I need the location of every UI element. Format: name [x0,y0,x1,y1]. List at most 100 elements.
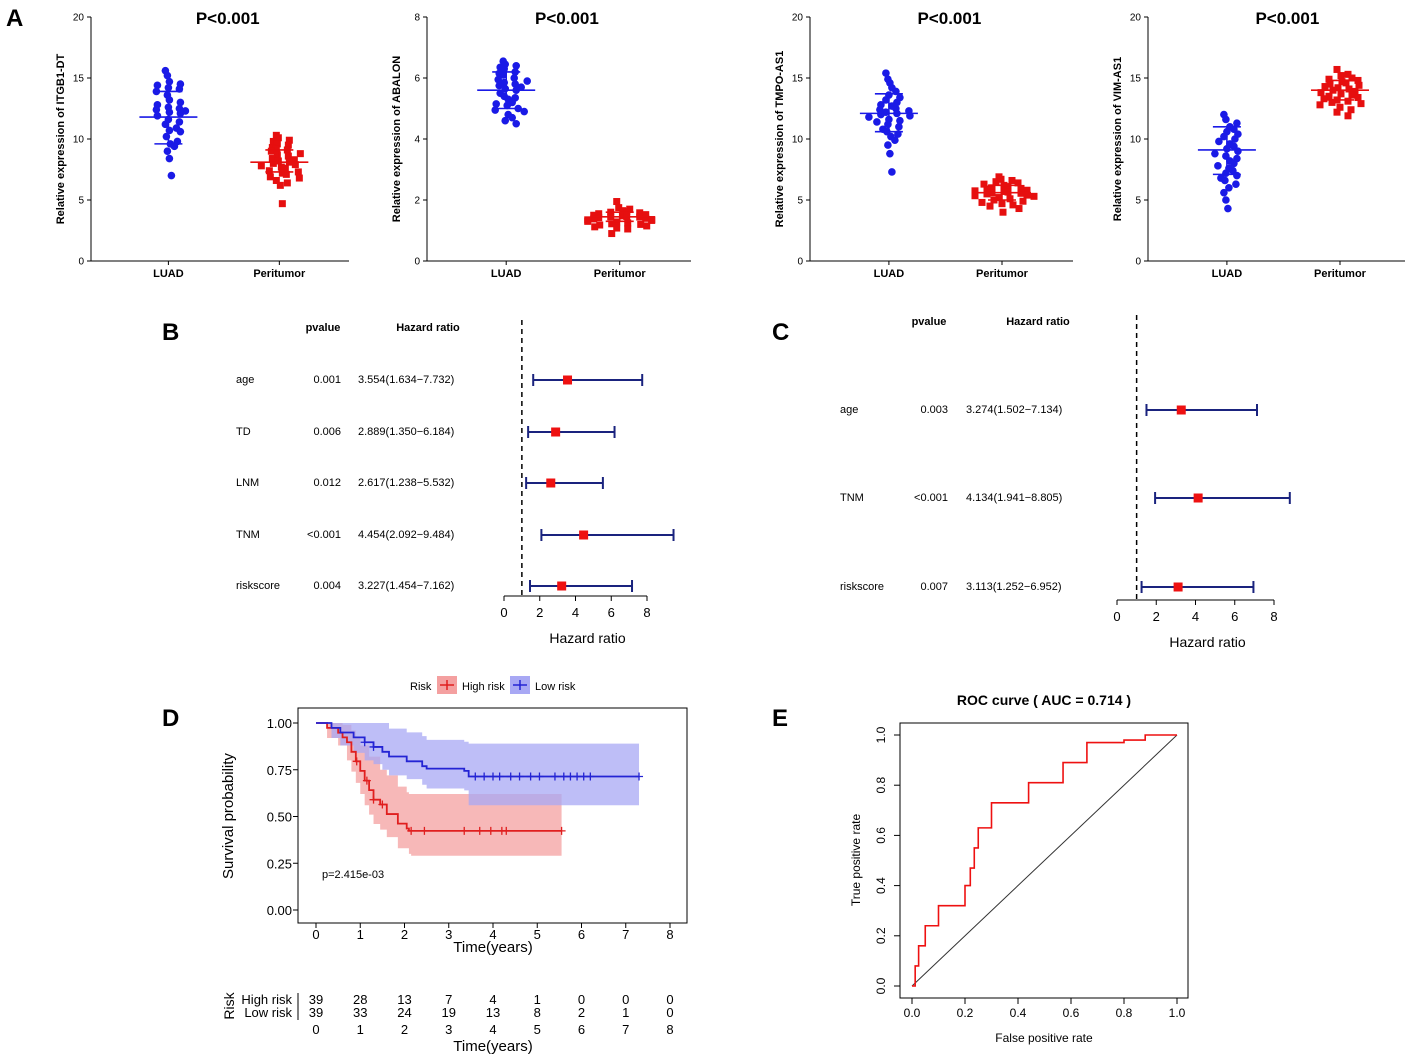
hazard-ratio-cell: 3.554(1.634−7.732) [358,374,454,386]
high-risk-censor-mark [362,776,371,785]
data-point-peritumor [971,187,979,195]
data-point-luad [1225,184,1233,192]
x-tick-label: 2 [536,605,543,620]
pvalue-cell: <0.001 [307,529,341,541]
data-point-luad [495,81,504,90]
high-risk-censor-mark [369,795,378,804]
p-value-label: p=2.415e-03 [322,869,384,881]
data-point-peritumor [1000,187,1008,195]
panel-label-a: A [6,5,23,32]
data-point-luad [1214,162,1222,170]
risk-table-x-tick-label: 5 [534,1022,541,1037]
low-risk-censor-mark [635,772,644,781]
data-point-peritumor [268,144,276,152]
variable-label: TNM [236,529,260,541]
x-tick-label: 0 [312,927,319,942]
data-point-luad [884,141,892,149]
x-tick-label: 0.6 [1063,1006,1080,1020]
low-risk-censor-mark [535,772,544,781]
data-point-luad [1233,171,1241,180]
data-point-peritumor [998,200,1006,208]
variable-label: LNM [236,477,259,489]
roc-title: ROC curve ( AUC = 0.714 ) [957,692,1131,708]
data-point-peritumor [1325,92,1333,100]
risk-table-count: 33 [353,1005,367,1020]
low-risk-censor-mark [471,772,480,781]
x-tick-label: 6 [578,927,585,942]
data-point-luad [891,136,899,145]
data-point-peritumor [1023,186,1031,194]
x-axis-label: Hazard ratio [1169,634,1245,650]
high-risk-censor-mark [557,826,566,835]
low-risk-censor-mark [586,772,595,781]
data-point-peritumor [273,140,281,148]
y-tick-label: 1.00 [267,716,292,731]
data-point-luad [896,116,904,125]
data-point-peritumor [1326,80,1334,88]
data-point-peritumor [272,145,280,153]
y-tick-label: 0.0 [874,977,888,994]
data-point-peritumor [1338,78,1346,86]
x-axis-label: Time(years) [453,939,532,956]
panel-label-c: C [772,319,789,346]
pvalue-cell: <0.001 [914,492,948,504]
y-tick-label: 0 [797,257,803,268]
risk-table-x-tick-label: 3 [445,1022,452,1037]
hazard-ratio-cell: 3.274(1.502−7.134) [966,404,1062,416]
data-point-luad [152,105,161,114]
x-tick-label: 6 [1231,609,1238,624]
hazard-ratio-header: Hazard ratio [396,322,460,334]
risk-table-x-tick-label: 4 [489,1022,496,1037]
data-point-luad [1221,176,1229,185]
panel-title: P<0.001 [917,9,981,28]
hazard-ratio-cell: 2.617(1.238−5.532) [358,477,454,489]
x-axis-label: Hazard ratio [549,630,625,646]
y-tick-label: 8 [414,13,420,24]
risk-table-count: 2 [578,1005,585,1020]
data-point-peritumor [272,176,280,184]
data-point-peritumor [608,220,616,228]
data-point-luad [1222,115,1230,124]
panel-label-e: E [772,705,788,732]
risk-table-count: 0 [666,1005,673,1020]
risk-table-count: 0 [622,992,629,1007]
data-point-peritumor [282,170,290,178]
data-point-peritumor [1354,76,1362,84]
data-point-peritumor [1017,184,1025,192]
data-point-luad [873,118,881,126]
x-tick-label: 6 [608,605,615,620]
data-point-peritumor [1336,103,1344,111]
data-point-peritumor [613,224,621,232]
risk-table-count: 0 [666,992,673,1007]
data-point-luad [512,62,520,70]
data-point-peritumor [995,194,1003,202]
hazard-ratio-point [1193,493,1203,503]
data-point-luad [511,80,519,88]
data-point-peritumor [1354,94,1362,102]
data-point-peritumor [648,216,656,224]
data-point-peritumor [1333,65,1341,73]
risk-table-x-tick-label: 0 [312,1022,319,1037]
y-tick-label: 20 [1130,13,1142,24]
y-axis-label: Relative expression of ABALON [391,56,403,223]
data-point-peritumor [1316,101,1324,109]
data-point-peritumor [1337,90,1345,98]
y-tick-label: 15 [73,74,85,85]
panel-label-b: B [162,319,179,346]
data-point-peritumor [619,212,627,220]
data-point-luad [1215,137,1223,146]
risk-table-row-label: Low risk [244,1005,292,1020]
data-point-luad [1220,132,1228,141]
data-point-peritumor [595,214,603,222]
data-point-peritumor [619,207,627,215]
data-point-peritumor [265,167,273,175]
data-point-luad [167,171,176,180]
data-point-peritumor [986,202,994,210]
x-tick-label: 5 [534,927,541,942]
hazard-ratio-cell: 3.113(1.252−6.952) [966,581,1062,593]
hazard-ratio-point [1176,405,1186,415]
data-point-peritumor [1008,176,1016,184]
x-tick-label: 4 [1192,609,1199,624]
data-point-luad [865,113,873,121]
data-point-peritumor [284,141,292,149]
